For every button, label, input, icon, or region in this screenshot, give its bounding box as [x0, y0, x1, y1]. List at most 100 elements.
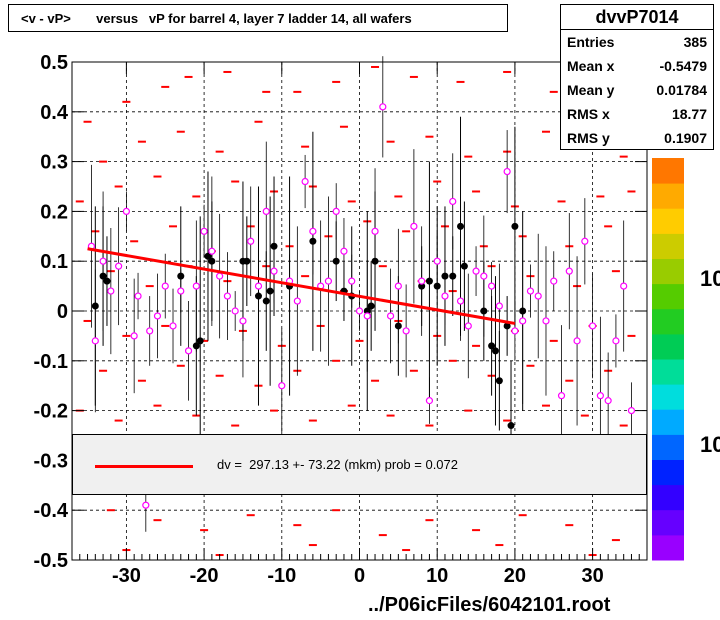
data-point-magenta: [348, 277, 356, 285]
data-point-magenta: [200, 227, 208, 235]
data-point-magenta: [456, 297, 465, 305]
data-point-magenta: [472, 267, 480, 275]
data-point-black: [367, 302, 375, 310]
data-point-magenta: [216, 272, 224, 280]
data-point-magenta: [262, 207, 270, 215]
stats-label: Mean x: [567, 58, 615, 74]
y-tick-label: -0.5: [34, 550, 68, 572]
data-point-black: [243, 257, 251, 265]
y-tick-label: -0.3: [34, 450, 68, 472]
y-tick-label: -0.2: [34, 401, 68, 423]
y-tick-label: 0.1: [40, 251, 68, 273]
data-point-magenta: [340, 247, 348, 255]
stats-value: 0.1907: [664, 130, 707, 146]
data-point-magenta: [153, 312, 162, 320]
data-point-magenta: [177, 287, 185, 295]
data-point-black: [266, 287, 274, 295]
data-point-magenta: [247, 237, 255, 245]
palette-band: [652, 183, 684, 209]
data-point-magenta: [581, 237, 589, 245]
stats-row-rms-y: RMS y 0.1907: [561, 126, 713, 150]
data-point-magenta: [239, 317, 247, 325]
data-point-magenta: [371, 227, 379, 235]
data-point-magenta: [223, 292, 232, 300]
data-point-magenta: [130, 332, 138, 340]
x-tick-label: -10: [267, 565, 296, 587]
x-tick-label: 10: [426, 565, 448, 587]
data-point-magenta: [91, 337, 99, 345]
data-point-magenta: [270, 267, 278, 275]
data-point-magenta: [134, 292, 142, 300]
data-point-magenta: [464, 322, 472, 330]
data-point-magenta: [386, 312, 395, 320]
data-point-magenta: [332, 207, 340, 215]
stats-value: 18.77: [671, 106, 707, 122]
x-tick-label: -30: [112, 565, 141, 587]
data-point-black: [495, 377, 503, 385]
data-point-magenta: [278, 382, 286, 390]
data-point-magenta: [519, 317, 527, 325]
data-point-magenta: [425, 397, 434, 405]
data-point-magenta: [480, 272, 488, 280]
data-point-magenta: [612, 337, 620, 345]
data-point-magenta: [557, 392, 566, 400]
y-tick-label: 0: [57, 301, 68, 323]
data-point-magenta: [309, 227, 317, 235]
chart-title: <v - vP> versus vP for barrel 4, layer 7…: [8, 4, 508, 32]
data-point-magenta: [355, 307, 364, 315]
palette-band: [652, 384, 684, 410]
palette-label-lower: 10: [700, 432, 720, 457]
data-point-magenta: [324, 277, 333, 285]
data-point-magenta: [208, 247, 216, 255]
data-point-magenta: [293, 297, 301, 305]
file-path-label: ../P06icFiles/6042101.root: [368, 594, 611, 616]
data-point-magenta: [122, 207, 130, 215]
legend-line-swatch: [95, 465, 193, 468]
x-tick-label: 30: [581, 565, 603, 587]
data-point-magenta: [192, 282, 200, 290]
palette-band: [652, 208, 684, 234]
data-point-magenta: [301, 177, 309, 186]
y-tick-label: -0.4: [34, 500, 69, 522]
data-point-magenta: [115, 262, 123, 270]
y-tick-label: -0.1: [34, 351, 68, 373]
stats-row-mean-y: Mean y 0.01784: [561, 78, 713, 102]
palette-band: [652, 283, 684, 310]
x-tick-label: 0: [354, 565, 365, 587]
data-point-magenta: [254, 282, 263, 290]
data-point-magenta: [534, 292, 542, 300]
data-point-magenta: [363, 312, 371, 320]
data-point-magenta: [402, 327, 410, 335]
palette-band: [652, 484, 684, 511]
data-point-black: [196, 337, 204, 345]
stats-row-mean-x: Mean x -0.5479: [561, 54, 713, 78]
data-point-magenta: [487, 282, 496, 290]
palette-band: [652, 509, 684, 536]
y-tick-label: 0.3: [40, 152, 68, 174]
legend-text: dv = 297.13 +- 73.22 (mkm) prob = 0.072: [217, 457, 459, 472]
data-point-magenta: [565, 267, 573, 275]
data-point-magenta: [620, 282, 628, 290]
data-point-magenta: [231, 307, 239, 315]
stats-row-entries: Entries 385: [561, 30, 713, 54]
palette-band: [652, 333, 684, 360]
palette-band: [652, 158, 684, 184]
palette-label-upper: 10: [700, 266, 720, 291]
palette-band: [652, 409, 684, 435]
data-point-magenta: [410, 222, 418, 230]
x-tick-label: -20: [190, 565, 219, 587]
data-point-black: [507, 422, 515, 430]
stats-box: dvvP7014 Entries 385 Mean x -0.5479 Mean…: [560, 4, 714, 150]
data-point-magenta: [589, 322, 597, 330]
data-point-magenta: [394, 282, 402, 290]
palette-band: [652, 359, 684, 385]
stats-value: -0.5479: [659, 58, 707, 74]
stats-label: Entries: [567, 34, 615, 50]
data-point-magenta: [379, 103, 387, 111]
fit-line: [87, 247, 516, 325]
data-point-magenta: [184, 347, 193, 355]
data-point-black: [332, 257, 340, 265]
data-point-magenta: [433, 257, 441, 265]
data-point-black: [262, 297, 270, 305]
